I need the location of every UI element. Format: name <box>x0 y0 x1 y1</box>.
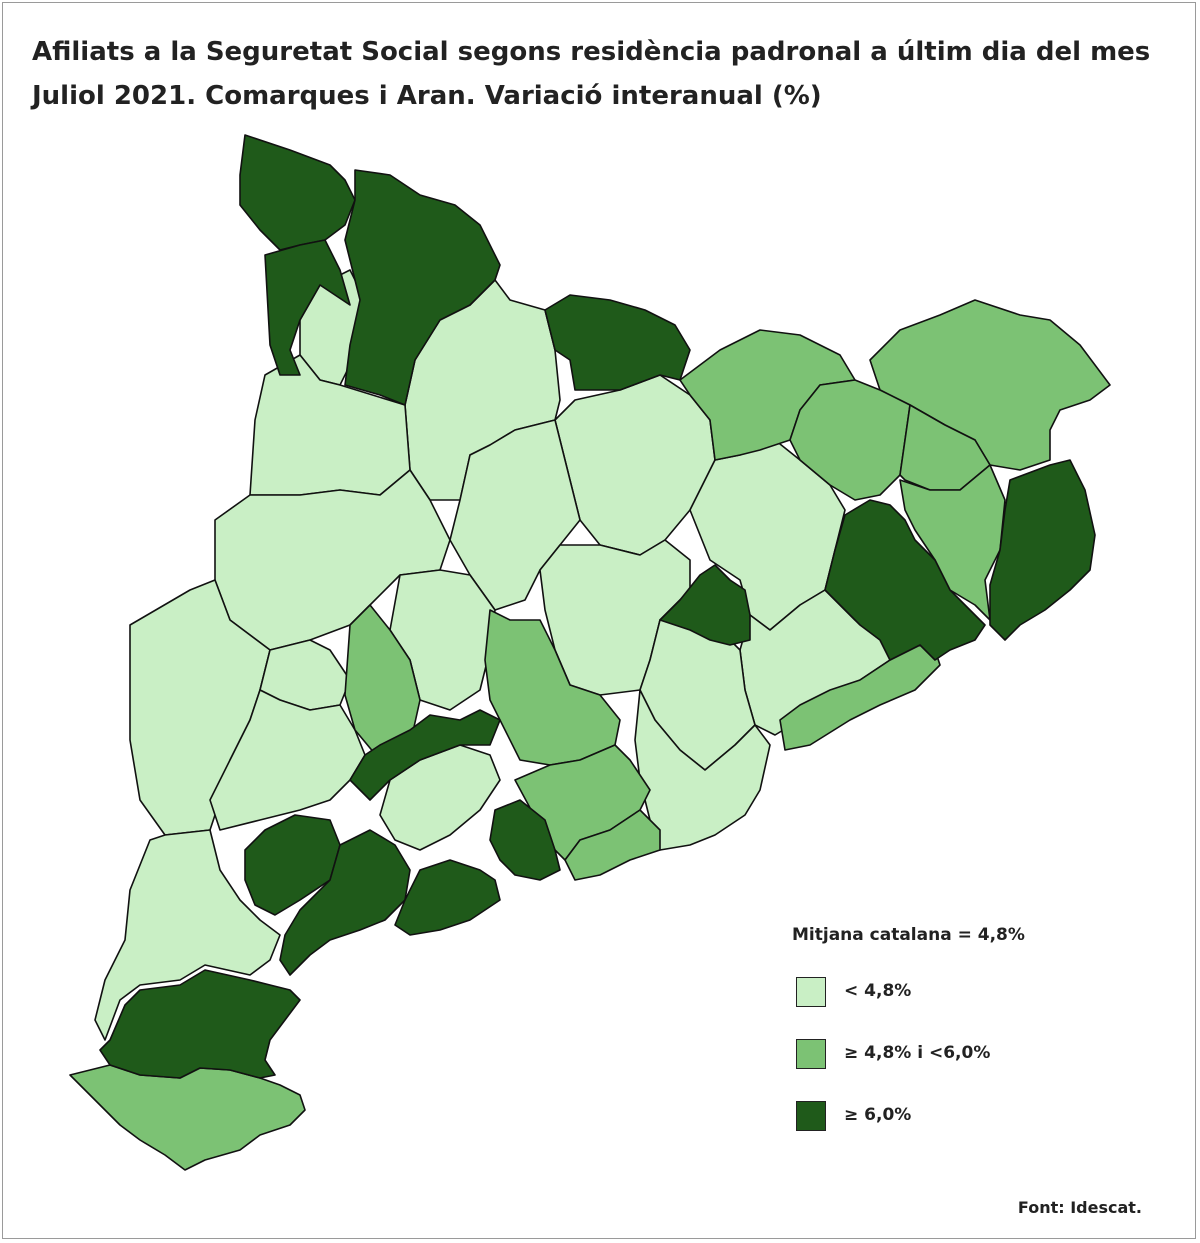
class-medium-regions <box>69 299 1111 1171</box>
region-alt-camp <box>489 799 561 881</box>
legend-swatch-high <box>796 1101 826 1131</box>
legend-swatch-low <box>796 977 826 1007</box>
region-baix-penedes <box>564 809 661 881</box>
legend-label-high: ≥ 6,0% <box>844 1105 912 1125</box>
source-note: Font: Idescat. <box>1017 1198 1142 1217</box>
title-line-1: Afiliats a la Seguretat Social segons re… <box>32 37 1151 67</box>
region-montsia <box>69 1064 306 1171</box>
region-baix-ebre <box>99 969 301 1079</box>
title-line-2: Juliol 2021. Comarques i Aran. Variació … <box>32 81 822 111</box>
region-pallars <box>344 169 501 406</box>
region-baix-emporda <box>989 459 1096 641</box>
region-selva <box>824 499 986 661</box>
region-urgell <box>344 604 421 761</box>
class-dark-regions <box>99 134 1096 1079</box>
map-title: Afiliats a la Seguretat Social segons re… <box>32 30 1150 118</box>
legend-label-low: < 4,8% <box>844 981 912 1001</box>
legend-label-medium: ≥ 4,8% i <6,0% <box>844 1043 991 1063</box>
region-conca-barbera <box>349 709 501 801</box>
region-cerdanya <box>544 294 691 391</box>
region-tarragones <box>394 859 501 936</box>
region-val-aran <box>239 134 356 251</box>
region-baix-camp <box>279 829 411 976</box>
legend-title: Mitjana catalana = 4,8% <box>792 925 1025 945</box>
legend-item-medium: ≥ 4,8% i <6,0% <box>792 1039 1025 1069</box>
legend-item-low: < 4,8% <box>792 977 1025 1007</box>
legend-item-high: ≥ 6,0% <box>792 1101 1025 1131</box>
region-moianes <box>659 564 751 646</box>
region-alta-ribagorca <box>264 239 351 376</box>
region-cerdanya-berguedà <box>554 374 716 556</box>
region-ribera-ebre <box>94 829 281 1041</box>
map-legend: Mitjana catalana = 4,8% < 4,8% ≥ 4,8% i … <box>792 925 1025 1163</box>
legend-swatch-medium <box>796 1039 826 1069</box>
region-girones <box>899 464 1006 621</box>
